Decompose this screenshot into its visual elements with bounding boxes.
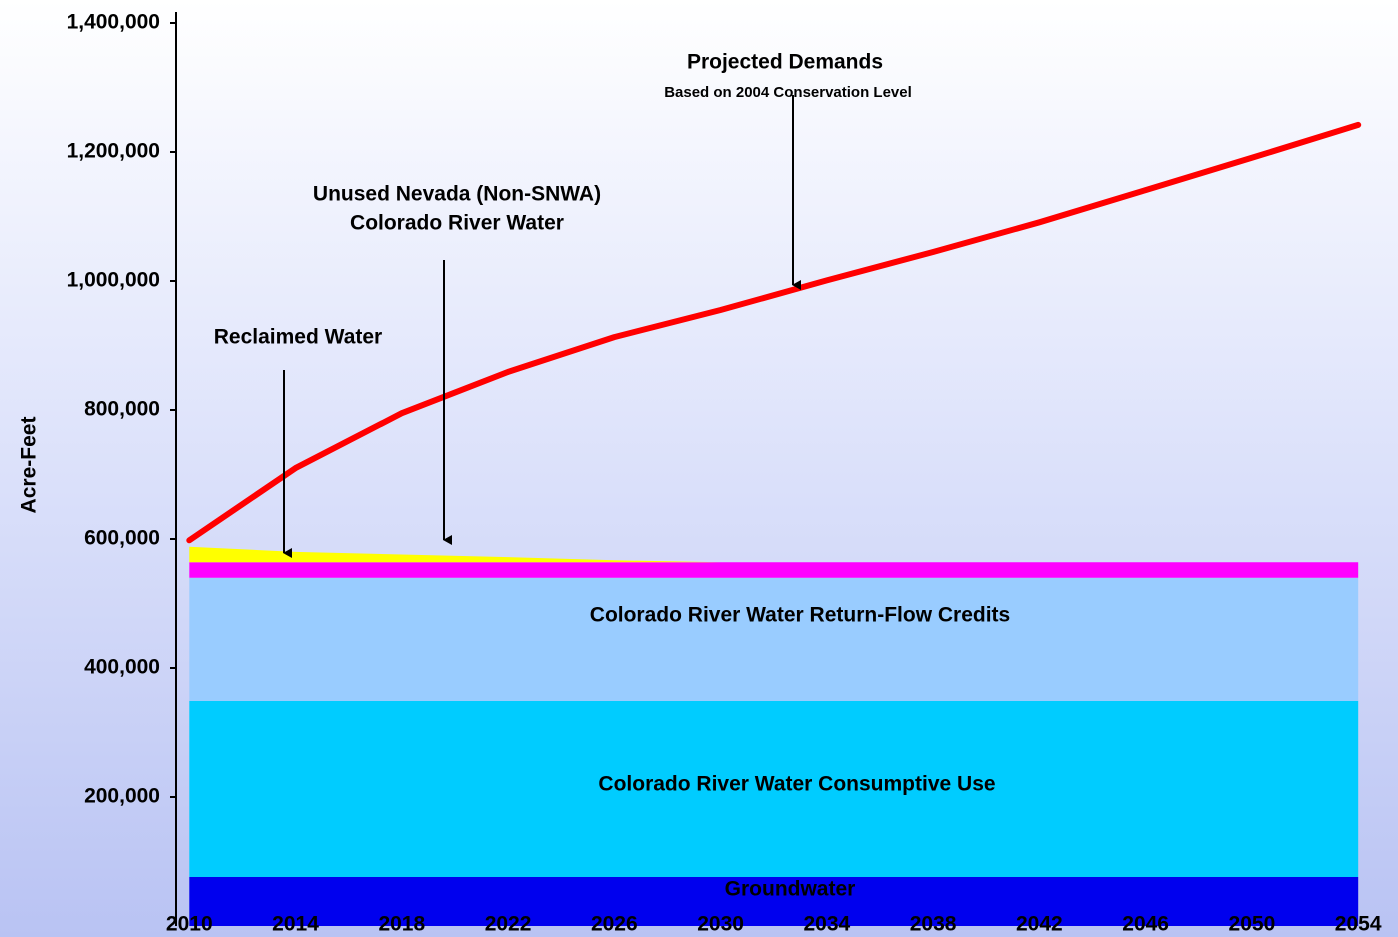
y-tick-label: 600,000	[84, 527, 160, 550]
series-label: Groundwater	[725, 878, 856, 901]
x-tick-label: 2046	[1122, 913, 1169, 936]
y-tick-label: 1,400,000	[67, 11, 160, 34]
area	[189, 546, 1359, 563]
series-note: Based on 2004 Conservation Level	[664, 84, 912, 101]
y-tick-label: 1,200,000	[67, 140, 160, 163]
x-tick-label: 2010	[166, 913, 213, 936]
x-tick-label: 2026	[591, 913, 638, 936]
area	[189, 562, 1359, 578]
line	[186, 121, 1362, 544]
x-tick-label: 2030	[697, 913, 744, 936]
x-tick-label: 2050	[1229, 913, 1276, 936]
series-label: Projected Demands	[687, 51, 883, 74]
x-tick-label: 2042	[1016, 913, 1063, 936]
x-tick-label: 2022	[485, 913, 532, 936]
series-label: Colorado River Water Consumptive Use	[598, 773, 995, 796]
area	[189, 577, 1359, 701]
x-tick-label: 2054	[1335, 913, 1382, 936]
area	[189, 877, 1359, 926]
x-tick-label: 2038	[910, 913, 957, 936]
y-tick-label: 200,000	[84, 785, 160, 808]
y-tick-label: 1,000,000	[67, 269, 160, 292]
x-tick-label: 2034	[803, 913, 850, 936]
series-label: Colorado River Water	[350, 212, 564, 235]
x-tick-label: 2014	[272, 913, 319, 936]
series-label: Reclaimed Water	[214, 326, 382, 349]
y-tick-label: 400,000	[84, 656, 160, 679]
x-tick-label: 2018	[378, 913, 425, 936]
y-axis-label: Acre-Feet	[18, 417, 41, 514]
series-label: Unused Nevada (Non-SNWA)	[313, 183, 601, 206]
series-label: Colorado River Water Return-Flow Credits	[590, 604, 1010, 627]
y-tick-label: 800,000	[84, 398, 160, 421]
area	[189, 700, 1359, 877]
